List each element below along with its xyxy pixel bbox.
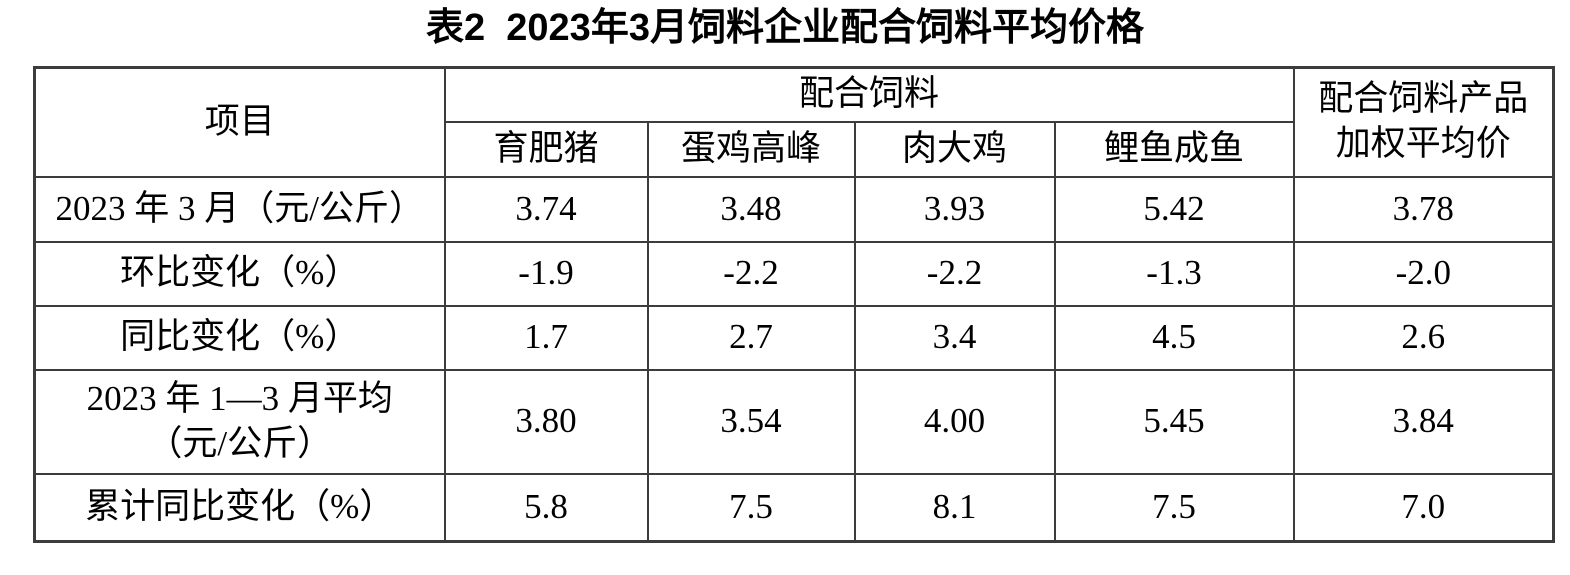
header-row-group: 项目 配合饲料 配合饲料产品 加权平均价 — [33, 66, 1555, 178]
cell-value: -1.9 — [443, 240, 649, 307]
cell-value: 3.48 — [646, 175, 856, 243]
cell-value: 5.42 — [1053, 175, 1295, 243]
cell-value: 2.6 — [1292, 304, 1555, 371]
row-label: 2023 年 1—3 月平均 （元/公斤） — [33, 368, 446, 475]
row-label: 同比变化（%） — [33, 304, 446, 371]
cell-value: 3.80 — [443, 368, 649, 475]
header-compound-feed-group: 配合饲料 — [443, 66, 1295, 123]
cell-value: -1.3 — [1053, 240, 1295, 307]
header-weighted-average-column: 配合饲料产品 加权平均价 — [1292, 66, 1555, 178]
cell-value: 3.4 — [853, 304, 1056, 371]
cell-value: -2.2 — [646, 240, 856, 307]
cell-value: -2.0 — [1292, 240, 1555, 307]
cell-value: 7.5 — [646, 472, 856, 543]
cell-value: 3.84 — [1292, 368, 1555, 475]
header-row-subcolumns: 育肥猪 蛋鸡高峰 肉大鸡 鲤鱼成鱼 — [35, 120, 1554, 178]
cell-value: 3.93 — [853, 175, 1056, 243]
table-title: 表2 2023年3月饲料企业配合饲料平均价格 — [426, 7, 1144, 49]
cell-value: 2.7 — [646, 304, 856, 371]
cell-value: 7.5 — [1053, 472, 1295, 543]
cell-value: 3.54 — [646, 368, 856, 475]
header-carp-adult: 鲤鱼成鱼 — [1053, 120, 1295, 178]
cell-value: 3.74 — [443, 175, 649, 243]
header-broiler: 肉大鸡 — [853, 120, 1056, 178]
table-row: 环比变化（%） -1.9 -2.2 -2.2 -1.3 -2.0 — [33, 240, 1555, 307]
cell-value: 3.78 — [1292, 175, 1555, 243]
cell-value: 8.1 — [853, 472, 1056, 543]
table-row: 同比变化（%） 1.7 2.7 3.4 4.5 2.6 — [33, 304, 1555, 371]
cell-value: 1.7 — [443, 304, 649, 371]
cell-value: -2.2 — [853, 240, 1056, 307]
header-fattening-pig: 育肥猪 — [443, 120, 649, 178]
row-label: 2023 年 3 月（元/公斤） — [33, 175, 446, 243]
header-layer-peak: 蛋鸡高峰 — [646, 120, 856, 178]
header-item-column: 项目 — [33, 66, 446, 178]
cell-value: 4.00 — [853, 368, 1056, 475]
cell-value: 5.8 — [443, 472, 649, 543]
feed-price-table: 项目 配合饲料 配合饲料产品 加权平均价 育肥猪 蛋鸡高峰 肉大鸡 鲤鱼成鱼 2… — [33, 66, 1556, 543]
table-row: 2023 年 3 月（元/公斤） 3.74 3.48 3.93 5.42 3.7… — [33, 175, 1555, 243]
row-label: 环比变化（%） — [33, 240, 446, 307]
cell-value: 4.5 — [1053, 304, 1295, 371]
row-label: 累计同比变化（%） — [33, 472, 446, 543]
cell-value: 5.45 — [1053, 368, 1295, 475]
cell-value: 7.0 — [1292, 472, 1555, 543]
table-row: 2023 年 1—3 月平均 （元/公斤） 3.80 3.54 4.00 5.4… — [33, 368, 1555, 475]
table-row: 累计同比变化（%） 5.8 7.5 8.1 7.5 7.0 — [33, 472, 1555, 543]
